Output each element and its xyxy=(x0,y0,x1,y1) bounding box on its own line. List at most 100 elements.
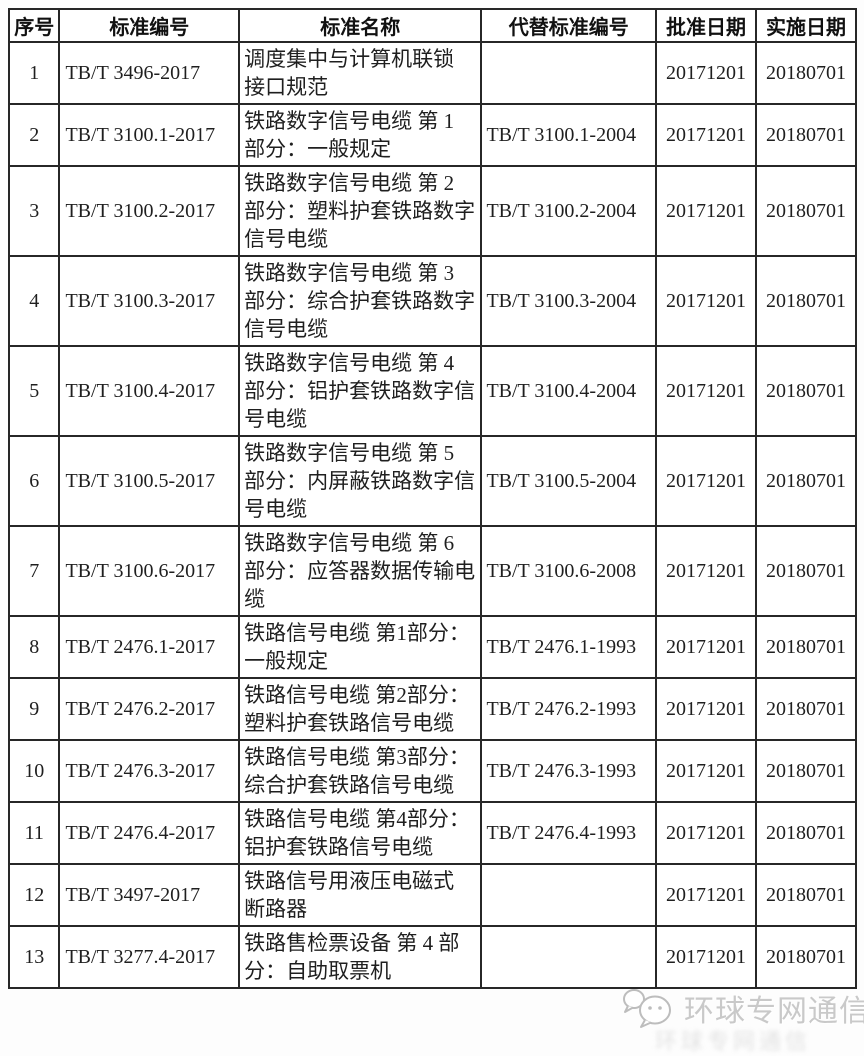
cell-serial-number: 7 xyxy=(7,525,61,617)
table-row: 11 TB/T 2476.4-2017 铁路信号电缆 第4部分： 铝护套铁路信号电缆… xyxy=(7,801,857,865)
cell-implementation-date: 20180701 xyxy=(755,677,857,741)
cell-approval-date: 20171201 xyxy=(655,345,758,437)
cell-serial-number: 4 xyxy=(7,255,61,347)
cell-implementation-date: 20180701 xyxy=(755,345,857,437)
cell-replaced-code: TB/T 3100.2-2004 xyxy=(480,165,658,257)
cell-approval-date: 20171201 xyxy=(655,801,758,865)
cell-serial-number: 10 xyxy=(7,739,61,803)
cell-serial-number: 13 xyxy=(7,925,61,989)
watermark-text: 环球专网通信 xyxy=(684,995,864,1028)
cell-replaced-code: TB/T 3100.5-2004 xyxy=(480,435,658,527)
cell-standard-name: 铁路信号电缆 第4部分： 铝护套铁路信号电缆 xyxy=(238,801,483,865)
cell-approval-date: 20171201 xyxy=(655,165,758,257)
cell-standard-code: TB/T 3100.3-2017 xyxy=(58,255,241,347)
cell-standard-code: TB/T 3100.5-2017 xyxy=(58,435,241,527)
cell-standard-name: 铁路数字信号电缆 第 6 部分：应答器数据传输电 缆 xyxy=(238,525,483,617)
cell-standard-code: TB/T 3100.6-2017 xyxy=(58,525,241,617)
cell-replaced-code: TB/T 3100.6-2008 xyxy=(480,525,658,617)
cell-standard-code: TB/T 2476.4-2017 xyxy=(58,801,241,865)
cell-approval-date: 20171201 xyxy=(655,925,758,989)
table-header-row: 序号 标准编号 标准名称 代替标准编号 批准日期 实施日期 xyxy=(7,8,857,43)
cell-implementation-date: 20180701 xyxy=(755,801,857,865)
cell-standard-name: 铁路信号电缆 第3部分： 综合护套铁路信号电缆 xyxy=(238,739,483,803)
cell-approval-date: 20171201 xyxy=(655,615,758,679)
cell-serial-number: 6 xyxy=(7,435,61,527)
wechat-icon xyxy=(623,989,671,1028)
cell-standard-name: 铁路数字信号电缆 第 2 部分：塑料护套铁路数字 信号电缆 xyxy=(238,165,483,257)
cell-implementation-date: 20180701 xyxy=(755,863,857,927)
cell-standard-code: TB/T 3100.1-2017 xyxy=(58,103,241,167)
cell-standard-code: TB/T 3100.4-2017 xyxy=(58,345,241,437)
cell-serial-number: 3 xyxy=(7,165,61,257)
cell-standard-code: TB/T 3497-2017 xyxy=(58,863,241,927)
table-row: 3 TB/T 3100.2-2017 铁路数字信号电缆 第 2 部分：塑料护套铁路数… xyxy=(7,165,857,257)
cell-standard-code: TB/T 3277.4-2017 xyxy=(58,925,241,989)
watermark-ghost-text: 环球专网通信 xyxy=(655,1029,812,1054)
cell-standard-code: TB/T 2476.1-2017 xyxy=(58,615,241,679)
standards-table: 序号 标准编号 标准名称 代替标准编号 批准日期 实施日期 1 TB/T 3496… xyxy=(7,8,857,989)
cell-standard-name: 调度集中与计算机联锁 接口规范 xyxy=(238,41,483,105)
cell-approval-date: 20171201 xyxy=(655,863,758,927)
cell-approval-date: 20171201 xyxy=(655,525,758,617)
header-replaced-code: 代替标准编号 xyxy=(480,8,658,43)
cell-implementation-date: 20180701 xyxy=(755,41,857,105)
cell-implementation-date: 20180701 xyxy=(755,255,857,347)
cell-serial-number: 5 xyxy=(7,345,61,437)
cell-implementation-date: 20180701 xyxy=(755,435,857,527)
cell-implementation-date: 20180701 xyxy=(755,103,857,167)
cell-replaced-code: TB/T 2476.3-1993 xyxy=(480,739,658,803)
cell-standard-name: 铁路数字信号电缆 第 5 部分：内屏蔽铁路数字信 号电缆 xyxy=(238,435,483,527)
cell-standard-name: 铁路信号电缆 第2部分： 塑料护套铁路信号电缆 xyxy=(238,677,483,741)
cell-standard-name: 铁路售检票设备 第 4 部 分：自助取票机 xyxy=(238,925,483,989)
cell-standard-name: 铁路数字信号电缆 第 3 部分：综合护套铁路数字 信号电缆 xyxy=(238,255,483,347)
cell-replaced-code: TB/T 3100.4-2004 xyxy=(480,345,658,437)
cell-approval-date: 20171201 xyxy=(655,103,758,167)
cell-replaced-code: TB/T 3100.1-2004 xyxy=(480,103,658,167)
header-standard-name: 标准名称 xyxy=(238,8,483,43)
cell-serial-number: 2 xyxy=(7,103,61,167)
header-implementation-date: 实施日期 xyxy=(755,8,857,43)
cell-replaced-code: TB/T 3100.3-2004 xyxy=(480,255,658,347)
table-row: 10 TB/T 2476.3-2017 铁路信号电缆 第3部分： 综合护套铁路信号电… xyxy=(7,739,857,803)
cell-replaced-code: TB/T 2476.2-1993 xyxy=(480,677,658,741)
cell-implementation-date: 20180701 xyxy=(755,739,857,803)
cell-approval-date: 20171201 xyxy=(655,677,758,741)
header-serial-number: 序号 xyxy=(7,8,61,43)
cell-standard-code: TB/T 2476.2-2017 xyxy=(58,677,241,741)
cell-standard-name: 铁路信号用液压电磁式 断路器 xyxy=(238,863,483,927)
cell-standard-name: 铁路数字信号电缆 第 4 部分：铝护套铁路数字信 号电缆 xyxy=(238,345,483,437)
cell-implementation-date: 20180701 xyxy=(755,165,857,257)
cell-standard-name: 铁路信号电缆 第1部分： 一般规定 xyxy=(238,615,483,679)
header-standard-code: 标准编号 xyxy=(58,8,241,43)
table-row: 6 TB/T 3100.5-2017 铁路数字信号电缆 第 5 部分：内屏蔽铁路数字… xyxy=(7,435,857,527)
cell-standard-code: TB/T 3100.2-2017 xyxy=(58,165,241,257)
cell-serial-number: 1 xyxy=(7,41,61,105)
cell-approval-date: 20171201 xyxy=(655,255,758,347)
table-row: 8 TB/T 2476.1-2017 铁路信号电缆 第1部分： 一般规定 TB/T 2… xyxy=(7,615,857,679)
table-row: 9 TB/T 2476.2-2017 铁路信号电缆 第2部分： 塑料护套铁路信号电缆… xyxy=(7,677,857,741)
cell-standard-code: TB/T 2476.3-2017 xyxy=(58,739,241,803)
table-row: 13 TB/T 3277.4-2017 铁路售检票设备 第 4 部 分：自助取票机 2… xyxy=(7,925,857,989)
cell-implementation-date: 20180701 xyxy=(755,615,857,679)
cell-approval-date: 20171201 xyxy=(655,739,758,803)
table-row: 7 TB/T 3100.6-2017 铁路数字信号电缆 第 6 部分：应答器数据传输… xyxy=(7,525,857,617)
cell-replaced-code: TB/T 2476.4-1993 xyxy=(480,801,658,865)
cell-replaced-code: TB/T 2476.1-1993 xyxy=(480,615,658,679)
table-row: 4 TB/T 3100.3-2017 铁路数字信号电缆 第 3 部分：综合护套铁路数… xyxy=(7,255,857,347)
cell-standard-name: 铁路数字信号电缆 第 1 部分：一般规定 xyxy=(238,103,483,167)
cell-standard-code: TB/T 3496-2017 xyxy=(58,41,241,105)
cell-replaced-code xyxy=(480,41,658,105)
cell-serial-number: 12 xyxy=(7,863,61,927)
header-approval-date: 批准日期 xyxy=(655,8,758,43)
watermark: 环球专网通信 xyxy=(621,986,864,1030)
cell-serial-number: 11 xyxy=(7,801,61,865)
table-row: 12 TB/T 3497-2017 铁路信号用液压电磁式 断路器 20171201 20… xyxy=(7,863,857,927)
cell-serial-number: 8 xyxy=(7,615,61,679)
table-row: 5 TB/T 3100.4-2017 铁路数字信号电缆 第 4 部分：铝护套铁路数字… xyxy=(7,345,857,437)
cell-implementation-date: 20180701 xyxy=(755,525,857,617)
cell-replaced-code xyxy=(480,863,658,927)
cell-approval-date: 20171201 xyxy=(655,41,758,105)
cell-implementation-date: 20180701 xyxy=(755,925,857,989)
cell-approval-date: 20171201 xyxy=(655,435,758,527)
cell-serial-number: 9 xyxy=(7,677,61,741)
